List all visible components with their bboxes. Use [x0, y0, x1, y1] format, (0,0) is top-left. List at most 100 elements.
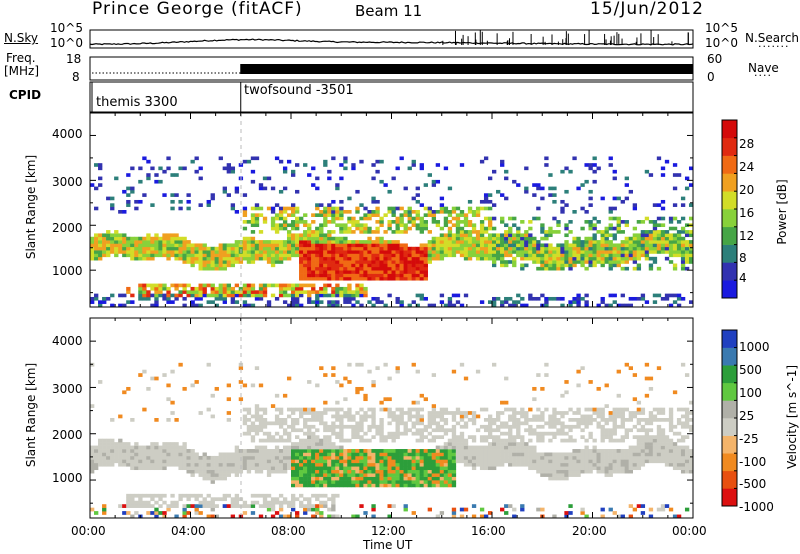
heatmap-cell [351, 296, 356, 301]
heatmap-cell [134, 243, 139, 248]
heatmap-cell [479, 507, 485, 512]
heatmap-cell [676, 250, 682, 254]
heatmap-cell [315, 270, 320, 274]
heatmap-cell [660, 452, 666, 457]
heatmap-cell [282, 240, 288, 244]
heatmap-cell [471, 462, 477, 467]
heatmap-cell [166, 296, 171, 301]
heatmap-cell [355, 290, 360, 294]
heatmap-cell [327, 283, 332, 288]
heatmap-cell [286, 462, 292, 467]
heatmap-cell [584, 445, 589, 450]
heatmap-cell [459, 418, 465, 422]
heatmap-cell [403, 273, 408, 278]
heatmap-cell [612, 511, 617, 515]
nave-dots: ···· [754, 69, 772, 82]
heatmap-cell [459, 459, 465, 464]
heatmap-cell [564, 411, 569, 415]
heatmap-cell [668, 220, 674, 224]
heatmap-cell [512, 507, 517, 512]
heatmap-cell [355, 270, 360, 274]
heatmap-cell [680, 236, 686, 241]
heatmap-cell [359, 418, 364, 422]
heatmap-cell [190, 260, 195, 264]
heatmap-cell [122, 511, 127, 515]
heatmap-cell [483, 256, 489, 261]
heatmap-cell [359, 386, 364, 391]
heatmap-cell [512, 256, 517, 261]
heatmap-cell [190, 504, 195, 508]
date-title: 15/Jun/2012 [590, 0, 704, 19]
heatmap-cell [612, 246, 617, 251]
heatmap-cell [311, 493, 316, 498]
heatmap-cell [676, 431, 682, 436]
heatmap-cell [363, 483, 368, 488]
heatmap-cell [291, 473, 296, 477]
heatmap-cell [110, 236, 115, 241]
heatmap-cell [166, 449, 171, 453]
heatmap-cell [411, 424, 416, 429]
heatmap-cell [355, 480, 360, 484]
heatmap-cell [644, 435, 650, 439]
heatmap-cell [214, 386, 219, 391]
heatmap-cell [524, 230, 529, 234]
heatmap-cell [395, 455, 400, 460]
heatmap-cell [431, 250, 437, 254]
heatmap-cell [375, 243, 380, 248]
heatmap-cell [540, 418, 545, 422]
heatmap-cell [584, 246, 589, 251]
heatmap-cell [286, 230, 292, 234]
heatmap-cell [299, 240, 304, 244]
heatmap-cell [110, 449, 115, 453]
heatmap-cell [620, 452, 625, 457]
heatmap-cell [319, 366, 324, 371]
heatmap-cell [664, 230, 670, 234]
heatmap-cell [190, 455, 195, 460]
heatmap-cell [319, 230, 324, 234]
heatmap-cell [504, 296, 509, 301]
heatmap-cell [262, 176, 268, 181]
heatmap-cell [387, 462, 392, 467]
heatmap-cell [295, 283, 300, 288]
heatmap-cell [254, 366, 260, 371]
heatmap-cell [383, 303, 388, 308]
heatmap-cell [182, 283, 187, 288]
heatmap-cell [311, 435, 316, 439]
heatmap-cell [443, 233, 449, 238]
heatmap-cell [347, 476, 352, 481]
heatmap-cell [672, 236, 678, 241]
heatmap-cell [311, 263, 316, 268]
heatmap-cell [166, 246, 171, 251]
heatmap-cell [560, 476, 565, 481]
heatmap-cell [307, 300, 312, 304]
heatmap-cell [262, 240, 268, 244]
heatmap-cell [592, 233, 597, 238]
heatmap-cell [319, 273, 324, 278]
heatmap-cell [443, 206, 449, 211]
heatmap-cell [640, 250, 646, 254]
heatmap-cell [387, 411, 392, 415]
heatmap-cell [492, 449, 497, 453]
heatmap-cell [399, 411, 404, 415]
heatmap-cell [516, 240, 521, 244]
heatmap-cell [343, 253, 348, 258]
heatmap-cell [343, 459, 348, 464]
heatmap-cell [174, 442, 179, 446]
heatmap-cell [600, 240, 605, 244]
heatmap-cell [311, 283, 316, 288]
colorbar-segment [722, 244, 737, 263]
heatmap-cell [106, 459, 111, 464]
heatmap-cell [443, 236, 449, 241]
heatmap-cell [194, 250, 199, 254]
heatmap-cell [122, 390, 127, 395]
heatmap-cell [568, 462, 573, 467]
heatmap-cell [331, 300, 336, 304]
heatmap-cell [106, 236, 111, 241]
heatmap-cell [423, 270, 428, 274]
heatmap-cell [379, 260, 384, 264]
heatmap-cell [335, 256, 340, 261]
heatmap-cell [660, 411, 666, 415]
heatmap-cell [339, 438, 344, 443]
heatmap-cell [520, 263, 525, 268]
heatmap-cell [250, 246, 256, 251]
